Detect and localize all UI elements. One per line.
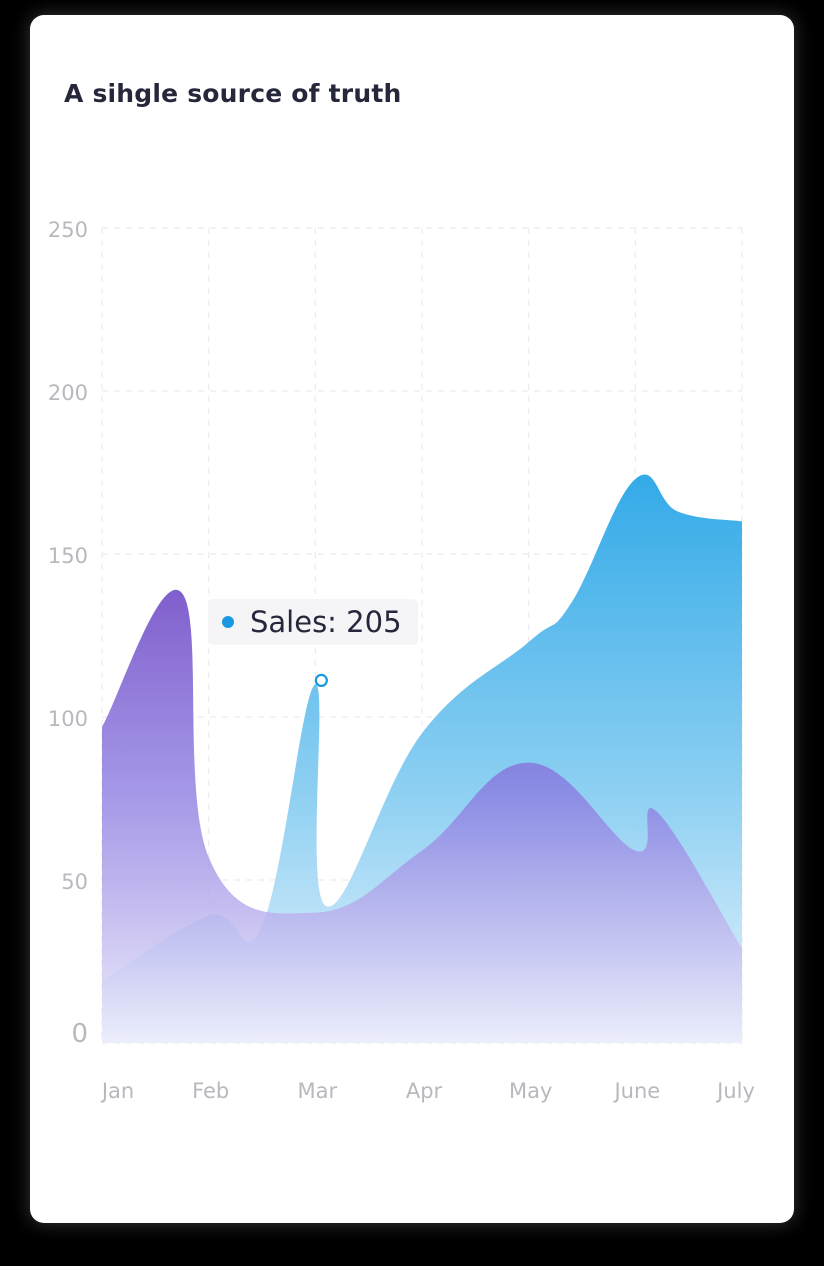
x-tick-label: June: [612, 1079, 660, 1103]
tooltip-text: Sales: 205: [250, 605, 402, 639]
y-tick-label: 200: [48, 381, 88, 405]
area-series: [102, 474, 742, 1043]
y-tick-label: 250: [48, 218, 88, 242]
x-tick-label: Apr: [406, 1079, 443, 1103]
y-axis: 250 200 150 100 50 0: [48, 218, 88, 1049]
x-tick-label: Mar: [298, 1079, 338, 1103]
highlight-point: [316, 675, 327, 686]
x-tick-label: Feb: [192, 1079, 229, 1103]
y-tick-label: 100: [48, 707, 88, 731]
y-tick-label: 0: [71, 1019, 88, 1049]
x-tick-label: Jan: [100, 1079, 134, 1103]
chart-card: A sihgle source of truth 250 200 150 100 50 0…: [30, 15, 794, 1223]
y-tick-label: 150: [48, 544, 88, 568]
highlight-marker: [316, 675, 327, 686]
x-tick-label: May: [509, 1079, 552, 1103]
x-tick-label: July: [715, 1079, 755, 1103]
chart-tooltip: Sales: 205: [208, 599, 418, 645]
x-axis: Jan Feb Mar Apr May June July: [100, 1079, 755, 1103]
tooltip-dot: [222, 616, 234, 628]
y-tick-label: 50: [61, 870, 88, 894]
